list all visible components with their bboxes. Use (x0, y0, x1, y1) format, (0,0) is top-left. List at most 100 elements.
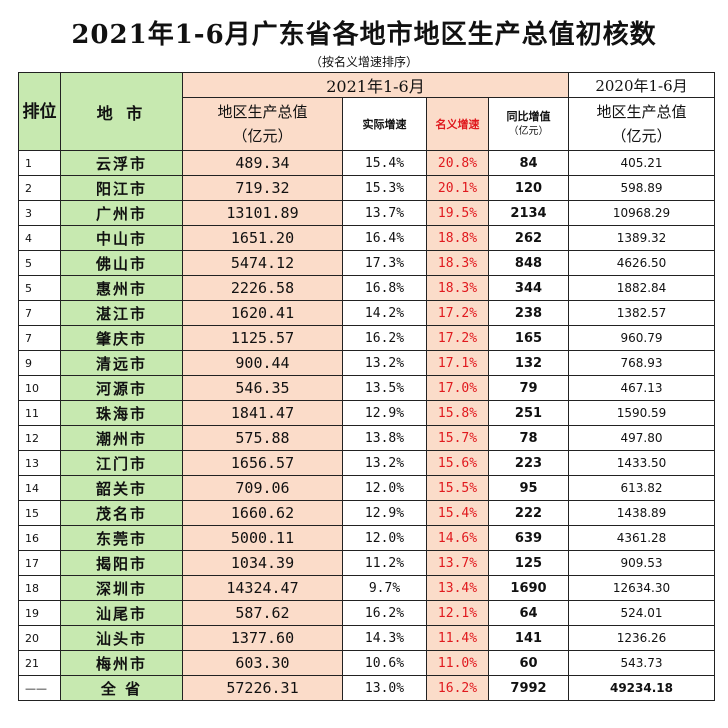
city-cell: 深圳市 (60, 575, 183, 601)
gdp-cell: 1034.39 (182, 550, 343, 576)
real-growth-cell: 16.2% (342, 325, 427, 351)
table-row: 19 汕尾市 587.62 16.2% 12.1% 64 524.01 (18, 600, 715, 626)
gdp-2020-cell: 4361.28 (568, 525, 715, 551)
nominal-growth-cell: 15.6% (426, 450, 489, 476)
yoy-increase-cell: 84 (488, 150, 569, 176)
city-cell: 珠海市 (60, 400, 183, 426)
nominal-growth-cell: 15.5% (426, 475, 489, 501)
nominal-growth-cell: 11.0% (426, 650, 489, 676)
gdp-2020-cell: 1882.84 (568, 275, 715, 301)
table-row: 9 清远市 900.44 13.2% 17.1% 132 768.93 (18, 350, 715, 376)
header-city: 地 市 (60, 72, 183, 151)
gdp-2020-cell: 1433.50 (568, 450, 715, 476)
gdp-2020-cell: 4626.50 (568, 250, 715, 276)
gdp-2020-cell: 543.73 (568, 650, 715, 676)
gdp-cell: 1660.62 (182, 500, 343, 526)
gdp-cell: 1125.57 (182, 325, 343, 351)
yoy-increase-cell: 223 (488, 450, 569, 476)
table-row: 4 中山市 1651.20 16.4% 18.8% 262 1389.32 (18, 225, 715, 251)
header-gdp: 地区生产总值 （亿元） (182, 97, 343, 151)
gdp-cell: 603.30 (182, 650, 343, 676)
rank-cell: 1 (18, 150, 61, 176)
table-row: 5 佛山市 5474.12 17.3% 18.3% 848 4626.50 (18, 250, 715, 276)
gdp-cell: 2226.58 (182, 275, 343, 301)
table-row: 7 肇庆市 1125.57 16.2% 17.2% 165 960.79 (18, 325, 715, 351)
gdp-cell: 1841.47 (182, 400, 343, 426)
header-rank: 排位 (18, 72, 61, 151)
nominal-growth-cell: 18.8% (426, 225, 489, 251)
gdp-2020-cell: 524.01 (568, 600, 715, 626)
city-cell: 韶关市 (60, 475, 183, 501)
nominal-growth-cell: 19.5% (426, 200, 489, 226)
table-row: 15 茂名市 1660.62 12.9% 15.4% 222 1438.89 (18, 500, 715, 526)
rank-cell: 21 (18, 650, 61, 676)
real-growth-cell: 13.5% (342, 375, 427, 401)
gdp-2020-cell: 49234.18 (568, 675, 715, 701)
table-row: 3 广州市 13101.89 13.7% 19.5% 2134 10968.29 (18, 200, 715, 226)
nominal-growth-cell: 13.7% (426, 550, 489, 576)
gdp-cell: 587.62 (182, 600, 343, 626)
nominal-growth-cell: 13.4% (426, 575, 489, 601)
real-growth-cell: 10.6% (342, 650, 427, 676)
table-row: 21 梅州市 603.30 10.6% 11.0% 60 543.73 (18, 650, 715, 676)
rank-cell: 5 (18, 275, 61, 301)
table-row: 10 河源市 546.35 13.5% 17.0% 79 467.13 (18, 375, 715, 401)
real-growth-cell: 16.2% (342, 600, 427, 626)
city-cell: 茂名市 (60, 500, 183, 526)
rank-cell: 19 (18, 600, 61, 626)
header-yoy-label: 同比增值 (506, 110, 551, 123)
yoy-increase-cell: 238 (488, 300, 569, 326)
rank-cell: 9 (18, 350, 61, 376)
yoy-increase-cell: 79 (488, 375, 569, 401)
real-growth-cell: 13.0% (342, 675, 427, 701)
real-growth-cell: 13.8% (342, 425, 427, 451)
nominal-growth-cell: 17.1% (426, 350, 489, 376)
gdp-cell: 14324.47 (182, 575, 343, 601)
total-row: —— 全 省 57226.31 13.0% 16.2% 7992 49234.18 (18, 675, 715, 701)
yoy-increase-cell: 165 (488, 325, 569, 351)
real-growth-cell: 12.0% (342, 525, 427, 551)
table-row: 7 湛江市 1620.41 14.2% 17.2% 238 1382.57 (18, 300, 715, 326)
real-growth-cell: 16.4% (342, 225, 427, 251)
real-growth-cell: 12.0% (342, 475, 427, 501)
city-cell: 汕头市 (60, 625, 183, 651)
city-cell: 云浮市 (60, 150, 183, 176)
gdp-2020-cell: 1236.26 (568, 625, 715, 651)
gdp-cell: 489.34 (182, 150, 343, 176)
rank-cell: 14 (18, 475, 61, 501)
real-growth-cell: 15.4% (342, 150, 427, 176)
yoy-increase-cell: 60 (488, 650, 569, 676)
city-cell: 汕尾市 (60, 600, 183, 626)
rank-cell: 5 (18, 250, 61, 276)
rank-cell: 7 (18, 325, 61, 351)
header-gdp-2020-label: 地区生产总值 (596, 103, 687, 121)
nominal-growth-cell: 17.2% (426, 325, 489, 351)
real-growth-cell: 17.3% (342, 250, 427, 276)
city-cell: 潮州市 (60, 425, 183, 451)
gdp-2020-cell: 768.93 (568, 350, 715, 376)
header-yoy-increase: 同比增值 （亿元） (488, 97, 569, 151)
yoy-increase-cell: 132 (488, 350, 569, 376)
header-nominal-growth: 名义增速 (426, 97, 489, 151)
header-gdp-2020: 地区生产总值 （亿元） (568, 97, 715, 151)
rank-cell: 15 (18, 500, 61, 526)
yoy-increase-cell: 848 (488, 250, 569, 276)
table-row: 16 东莞市 5000.11 12.0% 14.6% 639 4361.28 (18, 525, 715, 551)
yoy-increase-cell: 639 (488, 525, 569, 551)
gdp-2020-cell: 960.79 (568, 325, 715, 351)
gdp-2020-cell: 598.89 (568, 175, 715, 201)
real-growth-cell: 14.2% (342, 300, 427, 326)
gdp-2020-cell: 1382.57 (568, 300, 715, 326)
gdp-cell: 1620.41 (182, 300, 343, 326)
gdp-2020-cell: 10968.29 (568, 200, 715, 226)
gdp-cell: 1651.20 (182, 225, 343, 251)
gdp-cell: 13101.89 (182, 200, 343, 226)
gdp-cell: 900.44 (182, 350, 343, 376)
header-period-2021: 2021年1-6月 (182, 72, 569, 98)
real-growth-cell: 9.7% (342, 575, 427, 601)
real-growth-cell: 12.9% (342, 500, 427, 526)
nominal-growth-cell: 18.3% (426, 250, 489, 276)
gdp-2020-cell: 909.53 (568, 550, 715, 576)
yoy-increase-cell: 344 (488, 275, 569, 301)
rank-cell: —— (18, 675, 61, 701)
